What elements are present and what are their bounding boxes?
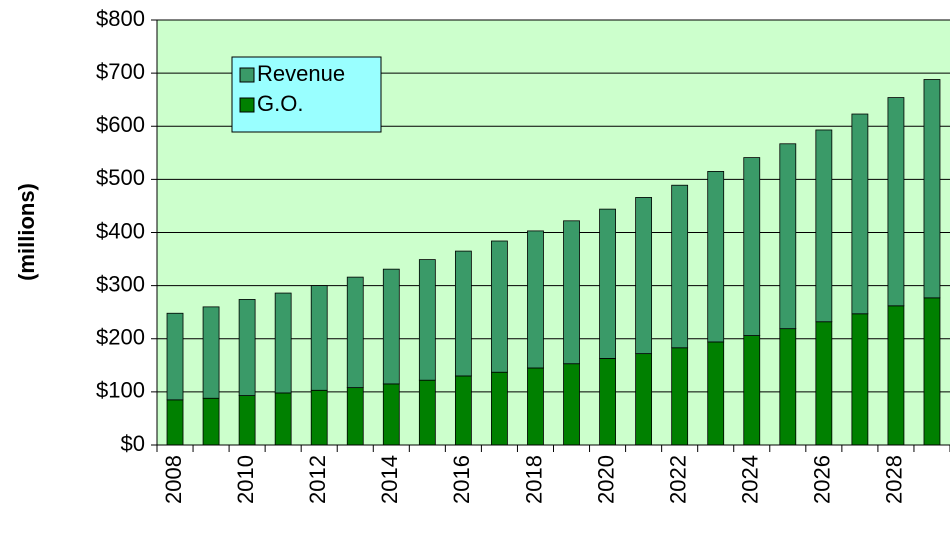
bar-segment xyxy=(707,341,725,446)
y-axis-label: (millions) xyxy=(14,183,39,281)
x-tick-label: 2028 xyxy=(882,455,907,504)
bar-segment xyxy=(887,305,905,446)
bar-segment xyxy=(851,113,869,315)
x-tick-label: 2026 xyxy=(810,455,835,504)
bar-segment xyxy=(671,347,689,446)
legend-label: Revenue xyxy=(257,61,345,86)
bar-segment xyxy=(238,299,256,396)
bar-segment xyxy=(310,285,328,391)
bar-segment xyxy=(743,335,761,446)
bar-segment xyxy=(202,306,220,399)
x-tick-label: 2010 xyxy=(233,455,258,504)
bar-segment xyxy=(491,240,508,373)
bar-segment xyxy=(851,313,869,446)
bar-segment xyxy=(599,358,616,446)
x-tick-label: 2016 xyxy=(449,455,474,504)
x-tick-label: 2024 xyxy=(738,455,763,504)
x-tick-label: 2012 xyxy=(305,455,330,504)
legend-box xyxy=(231,56,382,133)
bar-segment xyxy=(923,79,941,299)
x-tick-label: 2020 xyxy=(593,455,618,504)
bar-segment xyxy=(743,157,761,336)
bar-segment xyxy=(418,259,436,381)
bar-segment xyxy=(635,353,653,446)
y-tick-label: $400 xyxy=(96,218,145,243)
y-tick-label: $0 xyxy=(121,431,145,456)
bar-segment xyxy=(599,208,616,359)
legend-swatch xyxy=(239,97,255,113)
bar-segment xyxy=(274,292,292,394)
y-tick-label: $300 xyxy=(96,271,145,296)
bar-segment xyxy=(310,389,328,446)
bar-segment xyxy=(346,387,364,446)
bar-segment xyxy=(563,363,580,446)
bar-segment xyxy=(418,379,436,446)
bar-segment xyxy=(382,268,400,385)
y-tick-label: $500 xyxy=(96,165,145,190)
bar-segment xyxy=(779,143,797,330)
bar-segment xyxy=(671,184,689,349)
bar-segment xyxy=(274,392,292,446)
bar-segment xyxy=(454,375,472,446)
legend-label: G.O. xyxy=(257,91,303,116)
y-tick-label: $600 xyxy=(96,112,145,137)
bar-segment xyxy=(202,397,220,446)
bar-segment xyxy=(815,129,833,323)
x-tick-label: 2018 xyxy=(521,455,546,504)
bar-segment xyxy=(635,197,653,355)
bar-segment xyxy=(815,321,833,446)
bar-segment xyxy=(382,383,400,446)
bar-segment xyxy=(346,276,364,389)
bar-segment xyxy=(887,97,905,307)
y-tick-label: $700 xyxy=(96,59,145,84)
bar-segment xyxy=(491,371,508,446)
bar-segment xyxy=(779,328,797,446)
bar-segment xyxy=(527,230,544,369)
bar-segment xyxy=(563,220,580,365)
x-tick-label: 2022 xyxy=(665,455,690,504)
y-tick-label: $100 xyxy=(96,378,145,403)
x-tick-label: 2014 xyxy=(377,455,402,504)
bar-segment xyxy=(527,367,544,446)
bar-segment xyxy=(166,312,184,401)
y-tick-label: $800 xyxy=(96,6,145,31)
bar-segment xyxy=(238,395,256,446)
bar-segment xyxy=(707,171,725,343)
x-tick-label: 2008 xyxy=(161,455,186,504)
legend-swatch xyxy=(239,67,255,83)
bar-segment xyxy=(166,399,184,446)
bar-segment xyxy=(454,250,472,377)
bar-segment xyxy=(923,297,941,446)
y-tick-label: $200 xyxy=(96,325,145,350)
